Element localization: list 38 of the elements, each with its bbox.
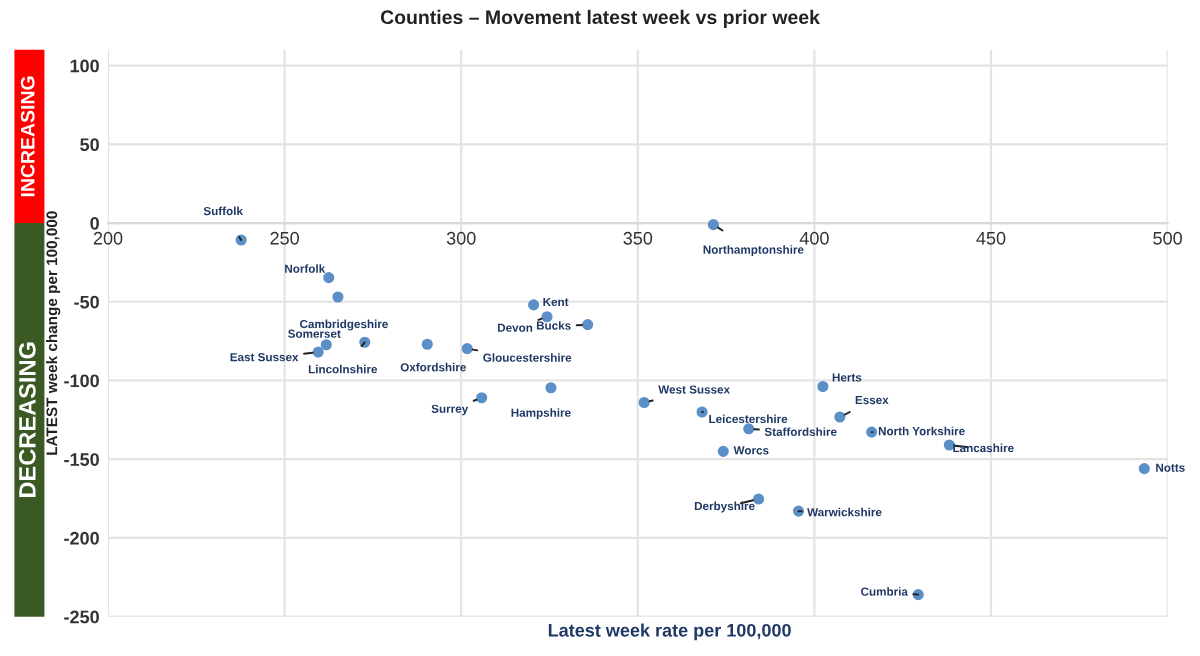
point <box>323 272 335 284</box>
point <box>817 380 829 393</box>
x-tick-label: 250 <box>270 231 299 245</box>
point <box>866 426 878 438</box>
y-tick-label: -250 <box>64 610 99 624</box>
point <box>717 445 729 457</box>
point <box>332 291 344 303</box>
chart-title: Counties – Movement latest week vs prior week <box>380 9 820 28</box>
x-axis-title: Latest week rate per 100,000 <box>548 623 791 641</box>
point <box>582 319 594 331</box>
y-tick-label: -200 <box>64 531 99 545</box>
x-tick-label: 300 <box>446 231 476 245</box>
point <box>545 382 557 394</box>
y-tick-label: -50 <box>74 295 99 309</box>
text: DECREASING <box>19 342 36 497</box>
point <box>320 339 332 351</box>
point <box>312 346 324 358</box>
y-tick-label: -150 <box>64 453 99 466</box>
x-tick-label: 400 <box>799 231 829 245</box>
point <box>707 219 719 231</box>
x-tick-label: 500 <box>1153 231 1182 245</box>
point <box>834 411 846 423</box>
point <box>743 423 755 435</box>
x-tick-label: 350 <box>623 231 653 245</box>
x-tick-label: 200 <box>93 231 123 245</box>
text: INCREASING <box>20 76 35 197</box>
point <box>1138 463 1150 475</box>
y-tick-label: 50 <box>80 138 99 152</box>
x-tick-label: 450 <box>976 231 1006 245</box>
point <box>461 343 473 355</box>
point <box>476 392 488 404</box>
point <box>753 493 765 505</box>
y-tick-label: 0 <box>90 216 99 230</box>
y-tick-label: -100 <box>64 374 99 388</box>
y-tick-label: 100 <box>70 59 99 73</box>
point <box>638 396 650 409</box>
point <box>528 299 540 311</box>
point <box>421 338 433 350</box>
